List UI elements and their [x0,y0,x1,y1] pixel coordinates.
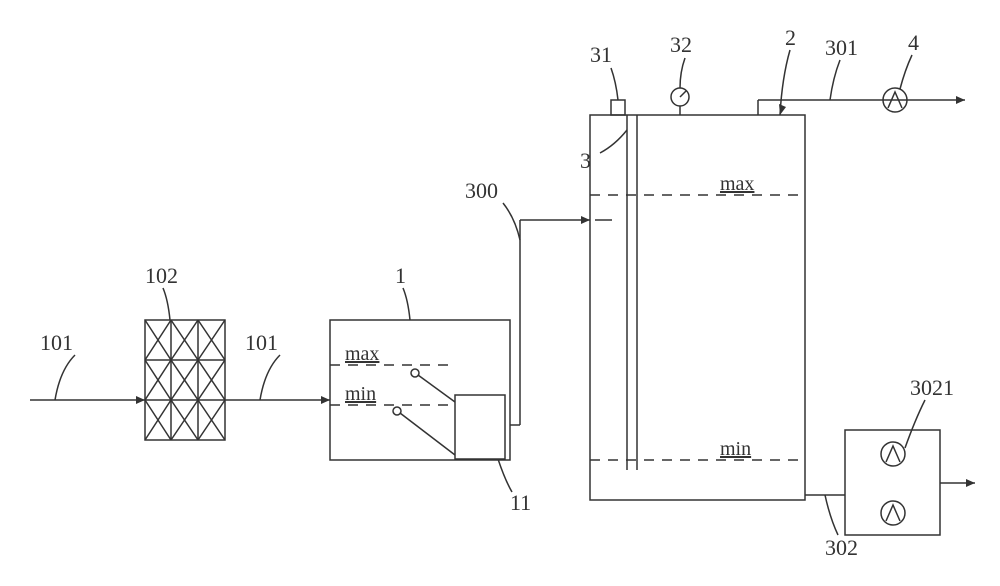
pipe-101-right [225,396,330,404]
sensor-31 [611,100,625,115]
pump-box-3021 [845,430,940,535]
tank1-max-label: max [345,343,379,365]
tank1-min-label: min [345,383,376,405]
label-4: 4 [908,30,919,55]
label-3021: 3021 [910,375,954,400]
label-301: 301 [825,35,858,60]
label-32: 32 [670,32,692,57]
tank-2: max min [590,115,805,500]
tank2-min-label: min [720,438,751,460]
label-11: 11 [510,490,531,515]
pipe-out-right [940,479,975,487]
filter-102 [145,320,225,440]
pipe-300 [510,216,612,425]
tank2-max-label: max [720,173,754,195]
label-102: 102 [145,263,178,288]
pipe-101-left [30,396,145,404]
gauge-32 [671,88,689,115]
tube-3 [627,115,637,470]
label-2: 2 [785,25,796,50]
label-101a: 101 [40,330,73,355]
label-302: 302 [825,535,858,560]
label-300: 300 [465,178,498,203]
label-1: 1 [395,263,406,288]
label-101b: 101 [245,330,278,355]
pipe-301 [758,96,965,115]
label-3: 3 [580,148,591,173]
diagram: max min max min [0,0,1000,586]
tank-1: max min [330,320,510,460]
label-31: 31 [590,42,612,67]
